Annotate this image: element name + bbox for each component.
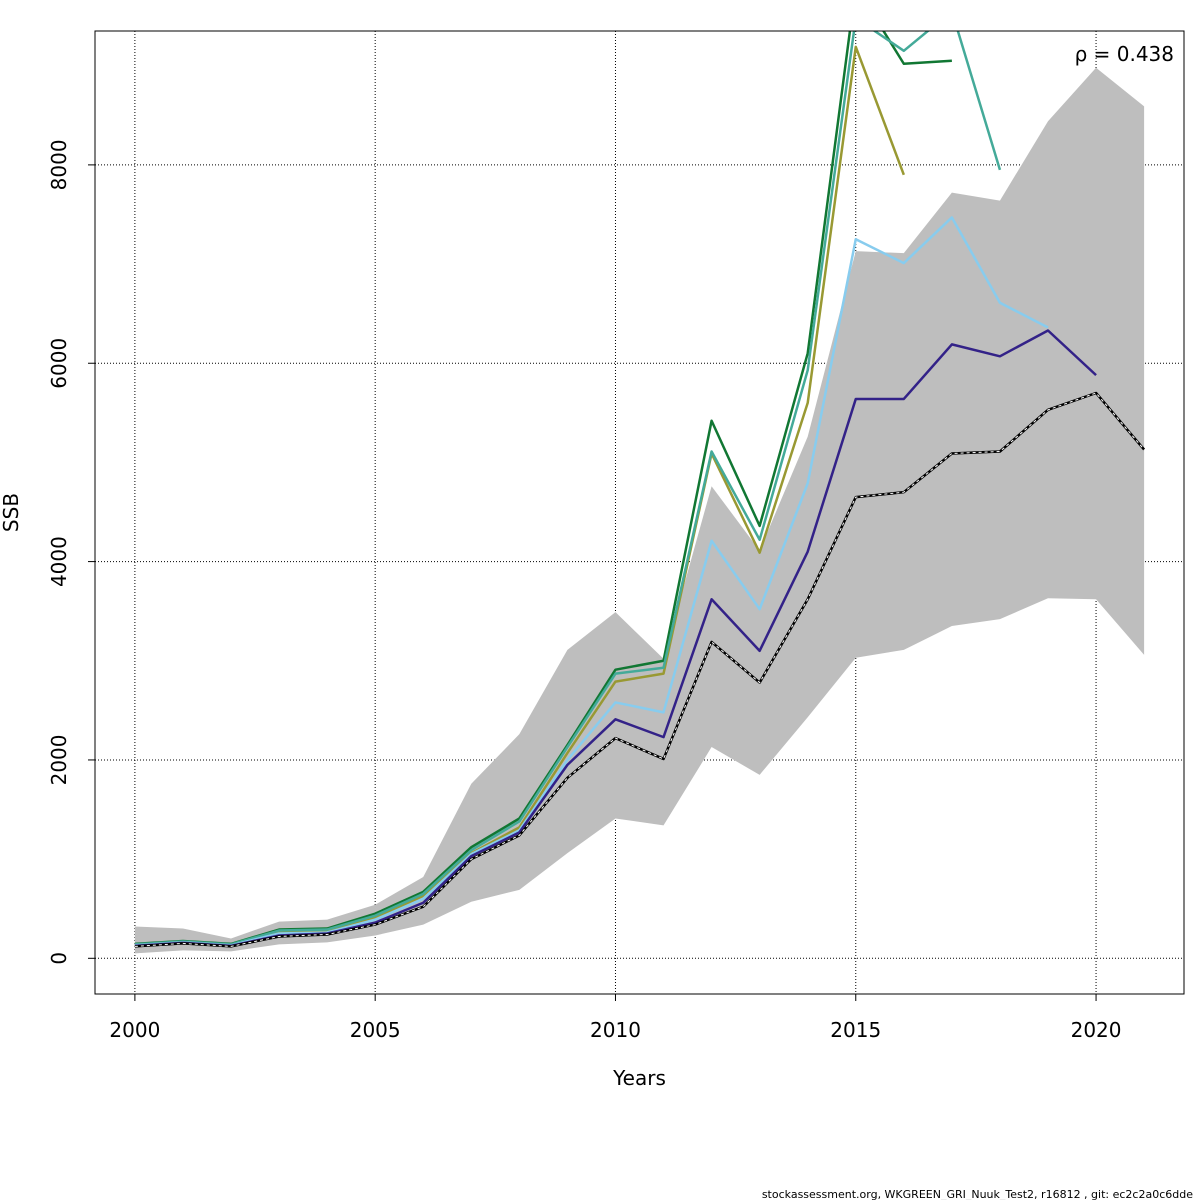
series-line-3 xyxy=(134,31,1002,946)
y-tick-label-0: 0 xyxy=(47,952,71,965)
y-tick-label-4000: 4000 xyxy=(47,536,71,587)
series-line-0-dash xyxy=(134,392,1145,947)
y-tick-label-8000: 8000 xyxy=(47,139,71,190)
x-tick-label-2020: 2020 xyxy=(1071,1018,1122,1042)
y-tick-label-6000: 6000 xyxy=(47,338,71,389)
confidence-band xyxy=(134,67,1145,954)
footer-credit: stockassessment.org, WKGREEN_GRI_Nuuk_Te… xyxy=(762,1188,1193,1200)
x-tick-label-2005: 2005 xyxy=(350,1018,401,1042)
series-line-2 xyxy=(134,216,1049,947)
y-axis: 0 2000 4000 6000 8000 xyxy=(47,139,96,965)
y-axis-title: SSB xyxy=(0,493,23,532)
x-tick-label-2010: 2010 xyxy=(590,1018,641,1042)
x-axis: 2000 2005 2010 2015 2020 xyxy=(109,993,1122,1042)
rho-annotation: ρ = 0.438 xyxy=(1075,42,1174,66)
x-tick-label-2015: 2015 xyxy=(830,1018,881,1042)
y-tick-label-2000: 2000 xyxy=(47,734,71,785)
x-tick-label-2000: 2000 xyxy=(109,1018,160,1042)
x-axis-title: Years xyxy=(612,1066,666,1090)
